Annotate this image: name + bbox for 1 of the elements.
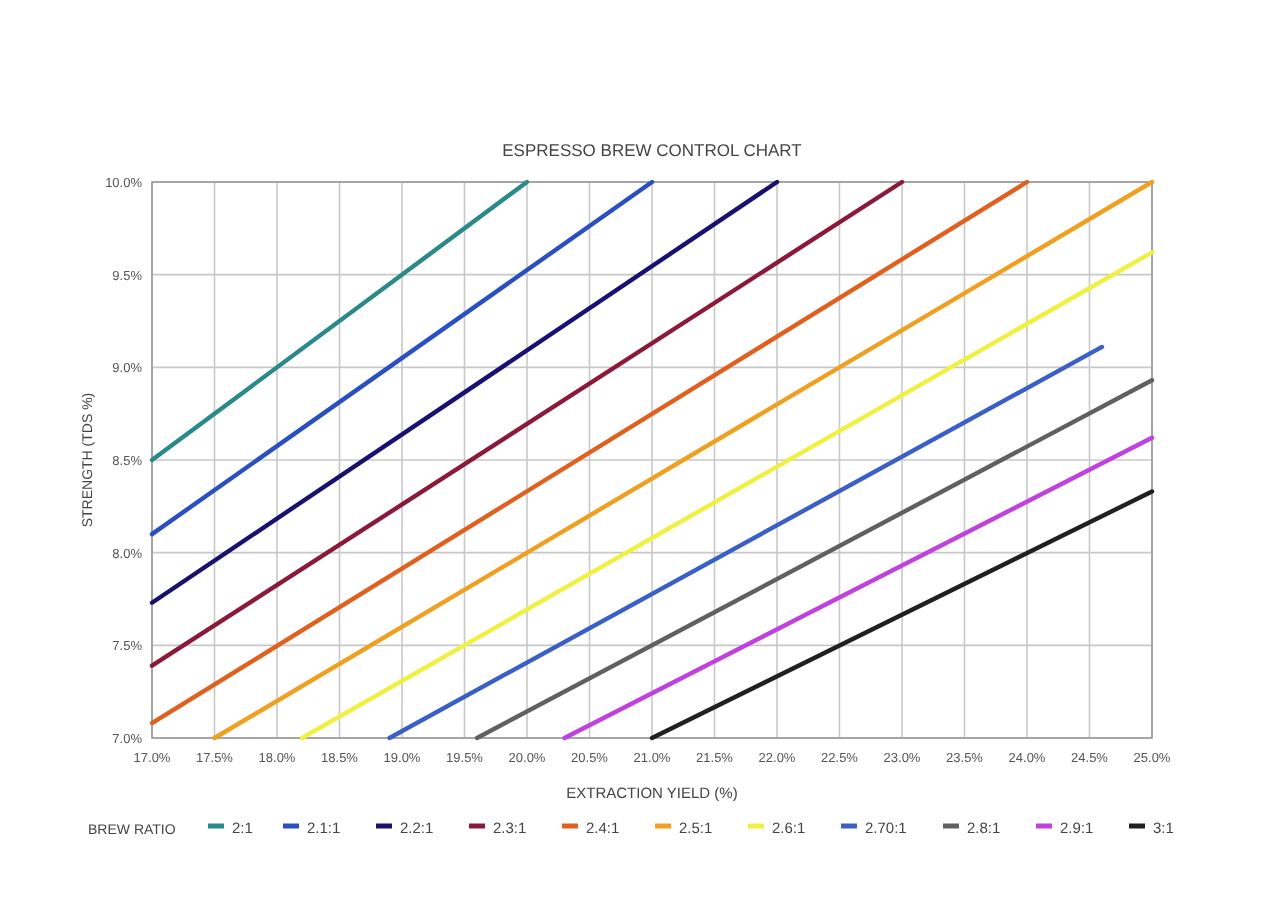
chart-title: ESPRESSO BREW CONTROL CHART bbox=[502, 140, 802, 160]
